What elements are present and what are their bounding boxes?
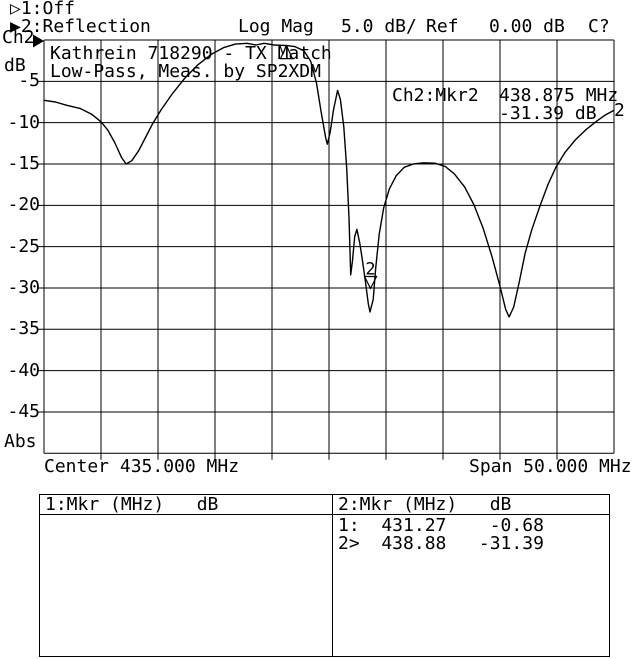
y-axis-tick-label: -5 [18,70,40,92]
marker-readout-level: -31.39 dB [499,103,597,124]
center-frequency-label: Center 435.000 MHz [44,456,240,477]
y-axis-tick-label: -35 [7,318,40,340]
ref-label: Ref [426,16,459,37]
ref-value: 0.00 dB [489,16,565,37]
trace-title-line1: Kathrein 718290 - TX Match [50,43,332,64]
marker-table-row: 1: 431.27 -0.68 [338,515,544,536]
marker-table-ch2-rows: 1: 431.27 -0.68 2> 438.88 -31.39 [338,517,609,553]
marker-table-row: 2> 438.88 -31.39 [338,533,544,554]
scale-value: 5.0 dB/ [341,16,417,37]
trace-title-line2: Low-Pass, Meas. by SP2XDM [50,61,321,82]
channel1-status: ▷1:Off [10,0,76,19]
marker-table-ch2-header: 2:Mkr (MHz) dB [333,495,609,515]
y-axis-tick-label: -20 [7,194,40,216]
marker2-number-label: 2 [365,259,375,279]
y-axis-tick-label: -40 [7,359,40,381]
marker-table: 1:Mkr (MHz) dB 2:Mkr (MHz) dB 1: 431.27 … [39,494,610,657]
marker-table-ch2-cell: 2:Mkr (MHz) dB 1: 431.27 -0.68 2> 438.88 … [333,495,609,656]
reflection-trace [43,42,615,318]
ref-level-pointer-icon [33,34,44,48]
y-axis-tick-label: -15 [7,152,40,174]
marker-table-ch1-header: 1:Mkr (MHz) dB [40,495,332,515]
trace-number-label: 2 [614,100,625,121]
cal-status: C? [588,16,610,37]
marker-readout-label: Ch2:Mkr2 [392,85,479,106]
marker-table-ch1-cell: 1:Mkr (MHz) dB [40,495,333,656]
format-label: Log Mag [238,16,314,37]
abs-label: Abs [4,431,37,452]
axis-ticks [37,80,558,460]
y-axis-tick-label: -25 [7,235,40,257]
y-axis-tick-label: -45 [7,400,40,422]
y-axis-tick-label: -30 [7,276,40,298]
span-frequency-label: Span 50.000 MHz [469,456,632,477]
channel2-status: ▶2:Reflection [10,16,151,37]
y-axis-tick-label: -10 [7,111,40,133]
marker2-triangle-icon [363,275,378,290]
unit-label: dB [4,55,26,76]
channel-label: Ch2 [2,27,35,48]
marker1-triangle-icon [279,44,294,60]
marker-readout-freq: 438.875 MHz [499,85,619,106]
reflection-chart: 2 [33,34,615,460]
